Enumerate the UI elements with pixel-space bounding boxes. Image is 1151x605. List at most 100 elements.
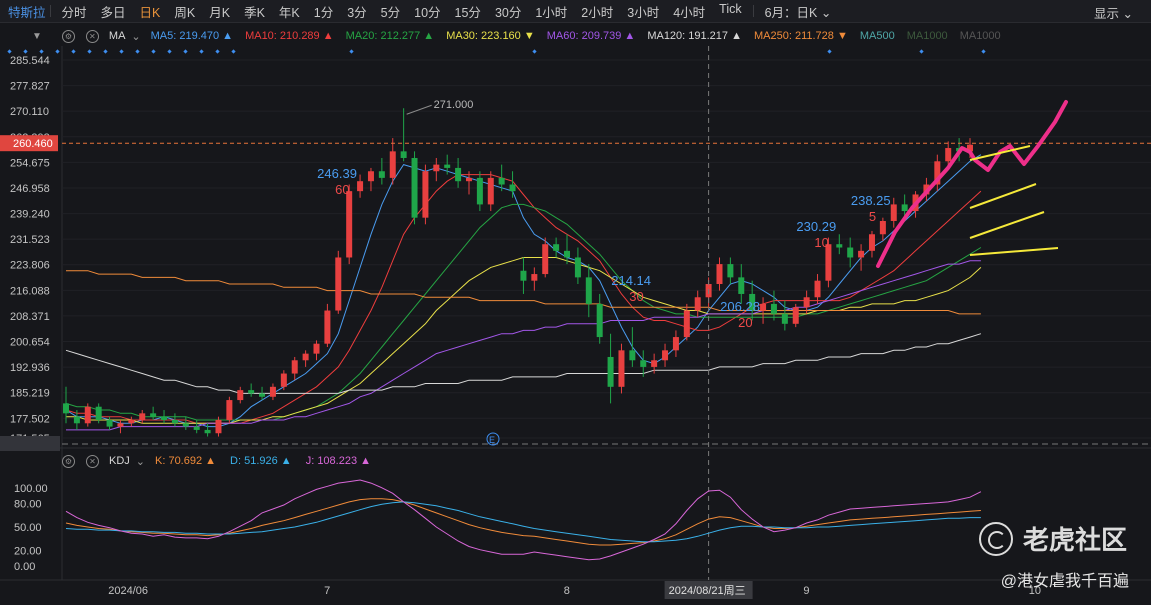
display-menu[interactable]: 显示 ⌄ [1094, 7, 1133, 21]
price-tick-label: 270.110 [10, 106, 49, 118]
candle-body [302, 353, 309, 361]
event-dot [135, 49, 140, 54]
candle-body [498, 177, 505, 185]
close-icon[interactable]: ✕ [86, 454, 99, 468]
event-dot [103, 49, 108, 54]
candle-body [574, 257, 581, 278]
event-dot [71, 49, 76, 54]
tab-11[interactable]: 15分 [454, 5, 481, 20]
candle-body [868, 234, 875, 251]
tab-0[interactable]: 分时 [61, 5, 87, 20]
ma-cross-annotation: 230.29 [796, 219, 836, 234]
candle-body [683, 310, 690, 338]
candle-body [520, 270, 527, 281]
period-select[interactable]: 6月：日K ⌄ [764, 5, 832, 20]
tab-9[interactable]: 5分 [380, 5, 401, 20]
indicator-name[interactable]: MA [108, 30, 126, 42]
ticker-name[interactable]: 特斯拉 [8, 5, 46, 20]
candle-body [313, 343, 320, 354]
event-marker-label: E [489, 435, 495, 445]
kdj-tick-label: 50.00 [14, 522, 42, 534]
ma-legend-ma1000-9: MA1000 [959, 30, 1001, 42]
ma-legend-ma120-5: MA120: 191.217 ▲ [647, 30, 742, 42]
brand-watermark: 老虎社区 [978, 520, 1127, 557]
event-dot [7, 49, 12, 54]
tab-13[interactable]: 1小时 [535, 5, 568, 20]
price-tick-label: 246.958 [10, 183, 50, 195]
tab-5[interactable]: 季K [244, 5, 265, 20]
kdj-tick-label: 0.00 [14, 561, 35, 573]
candle-body [662, 350, 669, 361]
tab-7[interactable]: 1分 [313, 5, 334, 20]
candle-body [455, 167, 462, 182]
tab-3[interactable]: 周K [174, 5, 196, 20]
tab-1[interactable]: 多日 [100, 5, 126, 20]
ma-period-annotation: 10 [814, 235, 828, 250]
candle-body [269, 386, 276, 397]
kdj-legend-j-2: J: 108.223 ▲ [305, 455, 372, 467]
candle-body [367, 171, 374, 182]
x-axis-label: 7 [324, 585, 330, 597]
ma-line-ma250 [66, 270, 981, 315]
candle-body [792, 307, 799, 324]
tab-14[interactable]: 2小时 [581, 5, 614, 20]
candle-body [879, 220, 886, 235]
ma-cross-annotation: 246.39 [317, 166, 357, 181]
settings-icon[interactable]: ⚙ [62, 454, 75, 468]
tab-4[interactable]: 月K [209, 5, 231, 20]
candle-body [161, 416, 168, 420]
tab-17[interactable]: Tick [719, 1, 742, 16]
kdj-legend: ⚙ ✕ KDJ ⌄ K: 70.692 ▲ D: 51.926 ▲ J: 108.2… [0, 453, 1151, 469]
ma-legend-items: MA5: 219.470 ▲ MA10: 210.289 ▲ MA20: 212.2… [151, 30, 1013, 42]
ma-period-annotation: 5 [869, 209, 876, 224]
candle-body [291, 360, 298, 374]
price-tick-label: 200.654 [10, 337, 50, 349]
settings-icon[interactable]: ⚙ [61, 29, 75, 43]
tiger-logo-icon [978, 521, 1013, 556]
candle-body [335, 257, 342, 311]
tab-15[interactable]: 3小时 [627, 5, 660, 20]
tab-12[interactable]: 30分 [494, 5, 522, 20]
event-dot [199, 49, 204, 54]
chevron-down-icon[interactable]: ⌄ [131, 30, 141, 43]
candle-body [531, 274, 538, 281]
tab-10[interactable]: 10分 [414, 5, 441, 20]
close-icon[interactable]: ✕ [85, 29, 99, 43]
chevron-down-icon[interactable]: ⌄ [135, 455, 145, 468]
tab-2[interactable]: 日K [139, 5, 161, 20]
high-annotation: 271.000 [434, 99, 474, 111]
candle-body [237, 390, 244, 401]
candle-body [607, 356, 614, 387]
candle-body [346, 191, 353, 258]
ma-cross-annotation: 214.14 [611, 273, 651, 288]
kdj-line-d [65, 501, 981, 543]
event-dot [39, 49, 44, 54]
candle-body [858, 250, 865, 258]
collapse-icon[interactable]: ▼ [32, 30, 42, 42]
candle-body [553, 244, 560, 251]
candle-body [716, 264, 723, 285]
fan-line [969, 145, 1031, 161]
kdj-tick-label: 20.00 [14, 545, 42, 557]
candle-body [378, 171, 385, 178]
x-axis-label: 8 [564, 585, 570, 597]
candle-body [73, 416, 80, 424]
indicator-name[interactable]: KDJ [109, 455, 130, 467]
candle-body [836, 244, 843, 248]
tab-6[interactable]: 年K [278, 5, 300, 20]
candle-body [465, 177, 472, 182]
candlesticks [63, 108, 973, 437]
tab-8[interactable]: 3分 [347, 5, 367, 20]
candle-body [760, 303, 767, 311]
toolbar-divider [752, 5, 754, 17]
price-tick-label: 254.675 [10, 157, 50, 169]
ma-period-annotation: 60 [335, 182, 349, 197]
tab-16[interactable]: 4小时 [673, 5, 706, 20]
event-dot [532, 49, 537, 54]
price-tick-label: 231.523 [10, 234, 50, 246]
price-tick-label: 285.544 [10, 55, 50, 67]
current-price-label: 260.460 [13, 138, 53, 150]
price-tick-label: 216.088 [10, 285, 50, 297]
event-dot [215, 49, 220, 54]
